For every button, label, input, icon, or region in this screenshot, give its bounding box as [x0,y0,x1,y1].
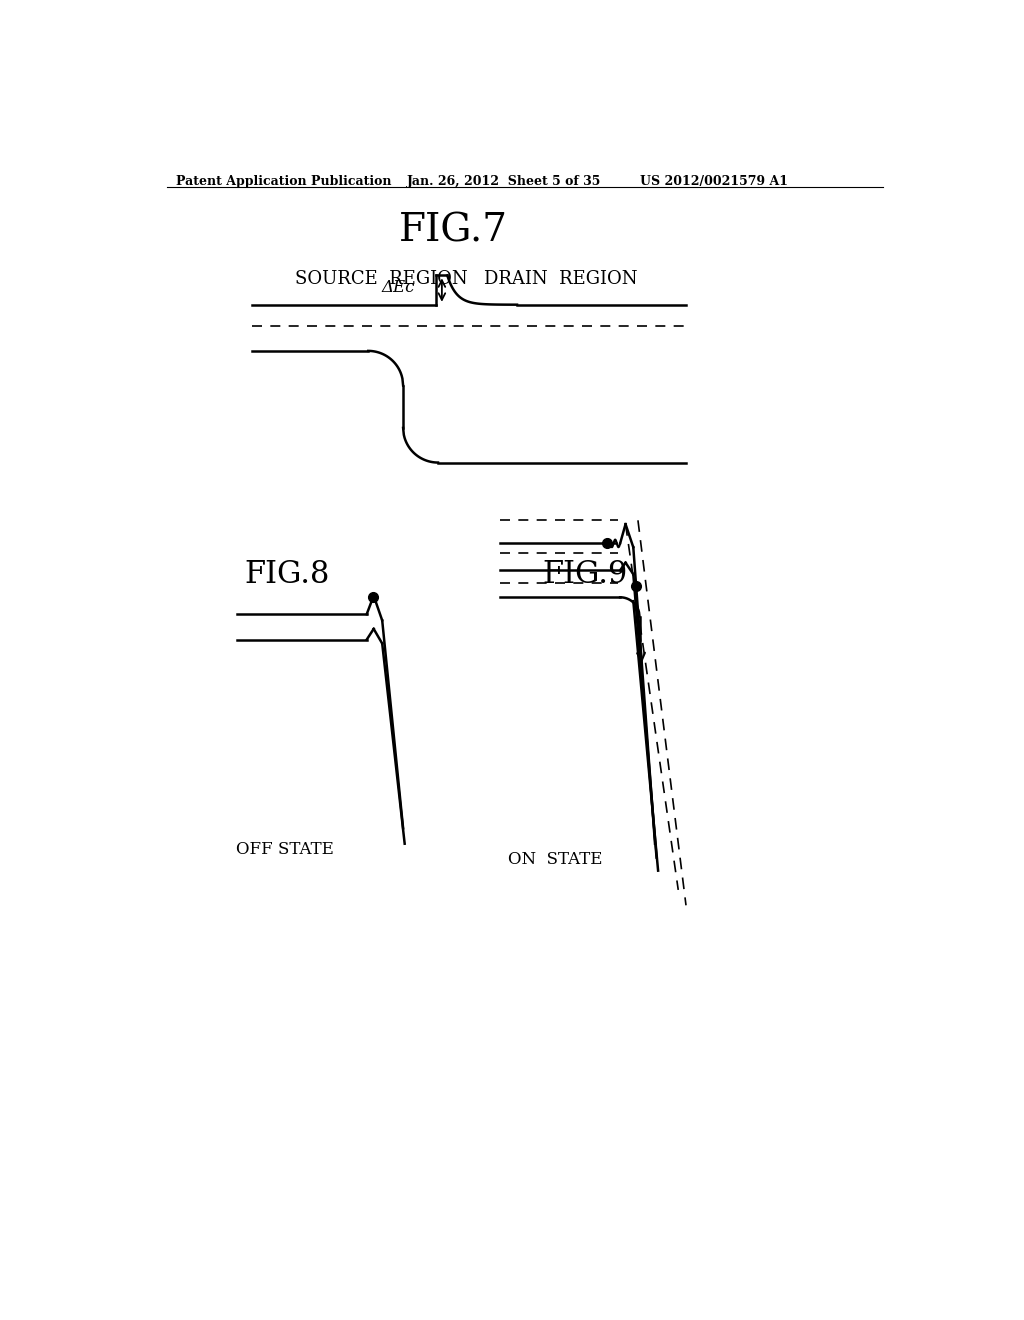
Text: FIG.9: FIG.9 [543,558,628,590]
Text: ON  STATE: ON STATE [508,851,602,869]
Text: SOURCE  REGION: SOURCE REGION [295,271,467,288]
Text: Jan. 26, 2012  Sheet 5 of 35: Jan. 26, 2012 Sheet 5 of 35 [407,176,601,189]
Text: FIG.7: FIG.7 [399,213,508,249]
Text: FIG.8: FIG.8 [244,558,330,590]
Text: ΔEc: ΔEc [381,280,415,296]
Text: Patent Application Publication: Patent Application Publication [176,176,391,189]
Text: OFF STATE: OFF STATE [237,841,335,858]
Text: US 2012/0021579 A1: US 2012/0021579 A1 [640,176,787,189]
Text: DRAIN  REGION: DRAIN REGION [484,271,638,288]
